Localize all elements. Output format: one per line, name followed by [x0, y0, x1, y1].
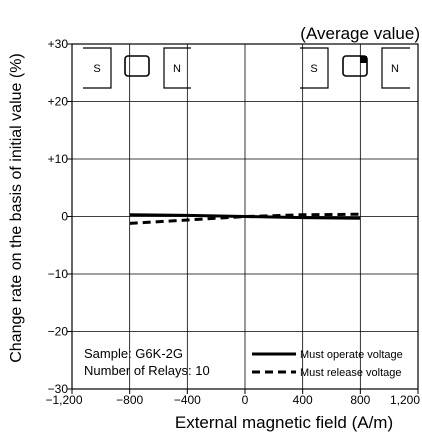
relay-icon-right — [342, 55, 368, 77]
y-tick-label: 0 — [61, 210, 68, 224]
x-tick-label: 1,200 — [390, 393, 420, 407]
relay-icon-right-marker — [360, 56, 367, 63]
legend: Must operate voltage Must release voltag… — [252, 349, 403, 379]
y-tick-label: −10 — [48, 267, 69, 281]
magnet-right-n-label: N — [391, 63, 399, 75]
legend-label-release: Must release voltage — [300, 367, 402, 379]
magnet-right-s-bracket — [300, 47, 329, 89]
y-tick-label: +30 — [48, 37, 69, 51]
x-tick-label: 800 — [350, 393, 370, 407]
relay-icon-left — [124, 55, 150, 77]
x-tick-label: −800 — [116, 393, 143, 407]
average-value-annotation: (Average value) — [300, 24, 420, 43]
y-tick-label: +20 — [48, 95, 69, 109]
x-axis-ticks: −1,200 −800 −400 0 400 800 1,200 — [45, 389, 420, 407]
x-tick-label: 400 — [293, 393, 313, 407]
y-tick-label: −30 — [48, 382, 69, 396]
series-lines — [129, 212, 361, 225]
magnet-left-s-label: S — [93, 63, 100, 75]
y-axis-label: Change rate on the basis of initial valu… — [8, 53, 25, 363]
magnet-right-s-label: S — [310, 63, 317, 75]
x-tick-label: 0 — [242, 393, 249, 407]
y-tick-label: −20 — [48, 325, 69, 339]
relays-text: Number of Relays: 10 — [84, 363, 210, 378]
magnet-diagram-right: S N — [300, 47, 410, 89]
y-axis-ticks: +30 +20 +10 0 −10 −20 −30 — [48, 37, 72, 396]
magnet-left-n-label: N — [173, 63, 181, 75]
legend-label-operate: Must operate voltage — [300, 349, 403, 361]
x-axis-label: External magnetic field (A/m) — [175, 413, 393, 432]
magnet-left-s-bracket — [83, 47, 112, 89]
series-line-operate — [129, 213, 361, 220]
x-tick-label: −400 — [174, 393, 201, 407]
magnet-left-n-bracket — [163, 47, 191, 89]
y-tick-label: +10 — [48, 152, 69, 166]
magnet-right-n-bracket — [381, 47, 410, 89]
x-tick-label: −1,200 — [45, 393, 82, 407]
sample-text: Sample: G6K-2G — [84, 346, 183, 361]
magnet-diagram-left: S N — [83, 47, 191, 89]
